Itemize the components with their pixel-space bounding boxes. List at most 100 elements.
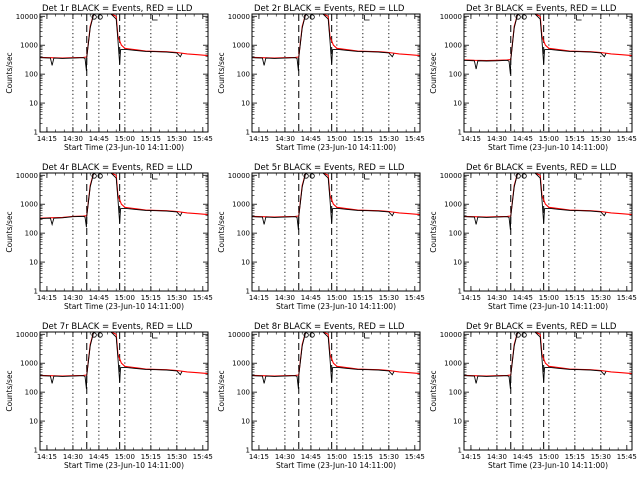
plot-frame xyxy=(39,13,209,133)
y-tick-label: 1000 xyxy=(444,201,462,209)
y-tick-label: 10000 xyxy=(440,13,462,21)
peak-marker xyxy=(515,14,521,20)
x-tick-label: 15:00 xyxy=(115,135,135,143)
bracket-marker xyxy=(152,174,158,180)
x-axis-label: Start Time (23-Jun-10 14:11:00) xyxy=(64,461,184,470)
y-axis-label: Counts/sec xyxy=(5,52,14,93)
y-tick-label: 100 xyxy=(25,389,38,397)
y-axis-label: Counts/sec xyxy=(429,211,438,252)
lld-series-line xyxy=(464,332,632,377)
events-series-line xyxy=(40,173,183,228)
x-tick-label: 14:45 xyxy=(89,135,109,143)
x-tick-label: 14:45 xyxy=(301,453,321,461)
x-tick-label: 15:15 xyxy=(565,453,585,461)
x-tick-label: 15:00 xyxy=(327,294,347,302)
y-tick-label: 10 xyxy=(241,259,250,267)
y-tick-label: 10 xyxy=(241,100,250,108)
y-tick-label: 1 xyxy=(246,288,250,296)
x-tick-label: 15:45 xyxy=(193,135,213,143)
x-tick-label: 15:30 xyxy=(379,453,399,461)
x-tick-label: 15:15 xyxy=(565,135,585,143)
detector-panel: 1 10 100 1000 10000 14:15 14:30 14:45 15:00 15:15… xyxy=(429,322,637,470)
x-tick-label: 14:30 xyxy=(275,294,295,302)
x-tick-label: 14:30 xyxy=(275,135,295,143)
y-tick-label: 100 xyxy=(449,230,462,238)
peak-marker xyxy=(309,173,315,179)
y-tick-label: 1 xyxy=(458,447,462,455)
x-tick-label: 14:30 xyxy=(487,453,507,461)
peak-marker xyxy=(515,332,521,338)
y-tick-label: 100 xyxy=(449,71,462,79)
y-tick-label: 10 xyxy=(453,100,462,108)
panel-title: Det 6r BLACK = Events, RED = LLD xyxy=(466,163,617,173)
x-axis-label: Start Time (23-Jun-10 14:11:00) xyxy=(488,302,608,311)
plot-frame xyxy=(463,331,633,451)
lld-series-line xyxy=(464,173,632,218)
x-tick-label: 15:15 xyxy=(565,294,585,302)
panel-title: Det 3r BLACK = Events, RED = LLD xyxy=(466,4,617,14)
y-axis-label: Counts/sec xyxy=(217,211,226,252)
x-tick-label: 15:45 xyxy=(617,135,637,143)
x-tick-label: 15:45 xyxy=(193,294,213,302)
bracket-marker xyxy=(576,174,582,180)
y-tick-label: 1000 xyxy=(444,42,462,50)
detector-panel: 1 10 100 1000 10000 14:15 14:30 14:45 15:00 15:15… xyxy=(5,322,213,470)
x-axis-label: Start Time (23-Jun-10 14:11:00) xyxy=(64,143,184,152)
y-tick-label: 100 xyxy=(449,389,462,397)
x-tick-label: 15:15 xyxy=(141,135,161,143)
x-axis-label: Start Time (23-Jun-10 14:11:00) xyxy=(276,461,396,470)
events-series-line xyxy=(464,14,607,75)
lld-series-line xyxy=(252,14,420,59)
x-tick-label: 14:15 xyxy=(249,294,269,302)
bracket-marker xyxy=(364,174,370,180)
y-tick-label: 10000 xyxy=(228,13,250,21)
y-tick-label: 100 xyxy=(25,71,38,79)
peak-marker xyxy=(521,332,527,338)
y-tick-label: 10 xyxy=(241,418,250,426)
x-tick-label: 14:30 xyxy=(63,294,83,302)
bracket-marker xyxy=(576,15,582,21)
x-tick-label: 15:45 xyxy=(617,294,637,302)
y-tick-label: 10000 xyxy=(440,331,462,339)
x-tick-label: 15:15 xyxy=(141,294,161,302)
y-tick-label: 10000 xyxy=(228,172,250,180)
x-tick-label: 14:45 xyxy=(89,294,109,302)
detector-panel: 1 10 100 1000 10000 14:15 14:30 14:45 15:00 15:15… xyxy=(5,4,213,152)
y-tick-label: 1 xyxy=(458,129,462,137)
y-tick-label: 100 xyxy=(25,230,38,238)
bracket-marker xyxy=(576,333,582,339)
lld-series-line xyxy=(464,14,632,62)
peak-marker xyxy=(303,173,309,179)
x-tick-label: 14:30 xyxy=(63,453,83,461)
x-tick-label: 15:15 xyxy=(353,135,373,143)
y-axis-label: Counts/sec xyxy=(217,52,226,93)
y-tick-label: 1000 xyxy=(20,360,38,368)
x-tick-label: 15:30 xyxy=(591,135,611,143)
peak-marker xyxy=(309,332,315,338)
panel-title: Det 9r BLACK = Events, RED = LLD xyxy=(466,322,617,332)
y-tick-label: 10000 xyxy=(16,331,38,339)
bracket-marker xyxy=(152,333,158,339)
x-tick-label: 15:00 xyxy=(539,453,559,461)
y-tick-label: 1000 xyxy=(444,360,462,368)
detector-panel: 1 10 100 1000 10000 14:15 14:30 14:45 15:00 15:15… xyxy=(429,4,637,152)
x-tick-label: 15:45 xyxy=(405,453,425,461)
y-tick-label: 1000 xyxy=(232,42,250,50)
x-axis-label: Start Time (23-Jun-10 14:11:00) xyxy=(488,461,608,470)
y-axis-label: Counts/sec xyxy=(429,370,438,411)
x-tick-label: 15:30 xyxy=(591,453,611,461)
x-tick-label: 15:30 xyxy=(379,135,399,143)
x-tick-label: 14:45 xyxy=(513,135,533,143)
x-tick-label: 15:00 xyxy=(115,453,135,461)
y-tick-label: 10 xyxy=(29,100,38,108)
y-tick-label: 10 xyxy=(29,259,38,267)
detector-panel: 1 10 100 1000 10000 14:15 14:30 14:45 15:00 15:15… xyxy=(217,4,425,152)
peak-marker xyxy=(521,173,527,179)
plot-frame xyxy=(251,172,421,292)
detector-panel: 1 10 100 1000 10000 14:15 14:30 14:45 15:00 15:15… xyxy=(429,163,637,311)
x-tick-label: 14:15 xyxy=(37,453,57,461)
x-tick-label: 15:30 xyxy=(167,453,187,461)
y-axis-label: Counts/sec xyxy=(217,370,226,411)
x-tick-label: 15:00 xyxy=(539,135,559,143)
